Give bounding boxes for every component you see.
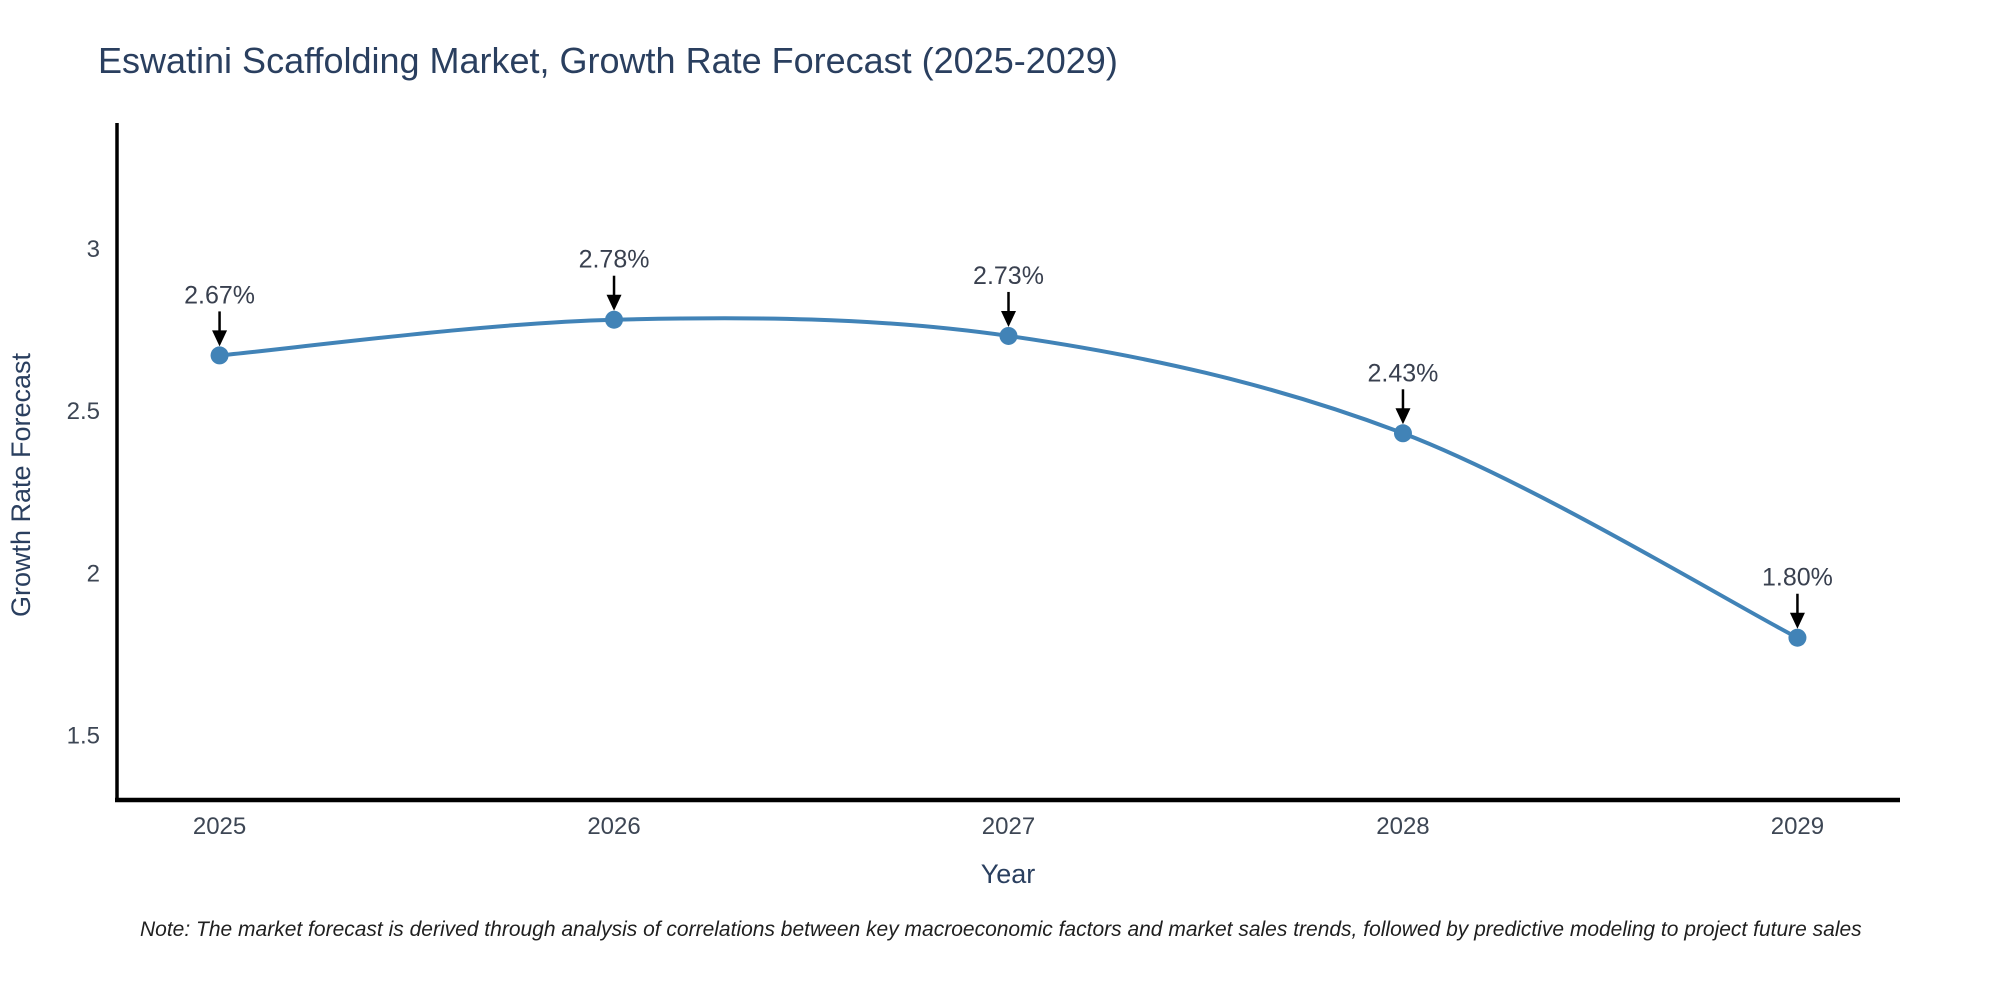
annotation-arrowhead xyxy=(212,330,228,347)
trend-line xyxy=(219,316,1799,640)
data-point-marker xyxy=(999,326,1018,345)
line-series xyxy=(210,310,1807,647)
data-point-marker xyxy=(1788,628,1807,647)
annotation-arrowhead xyxy=(606,294,622,311)
data-point-label: 2.43% xyxy=(1368,359,1439,387)
annotation-arrowhead xyxy=(1395,408,1411,425)
data-point-label: 2.73% xyxy=(973,262,1044,290)
y-tick-label: 2.5 xyxy=(67,398,100,425)
axes-layer: 1.5 2 2.5 3 2025 2026 2027 2028 2029 xyxy=(67,123,1900,840)
data-point-marker xyxy=(210,346,229,365)
y-axis-title: Growth Rate Forecast xyxy=(6,352,36,617)
data-point-marker xyxy=(1393,424,1412,443)
y-tick-label: 3 xyxy=(87,236,100,263)
annotation-arrowhead xyxy=(1001,310,1016,327)
footnote: Note: The market forecast is derived thr… xyxy=(140,918,1862,941)
data-point-label: 2.78% xyxy=(579,246,650,274)
x-tick-label: 2026 xyxy=(587,813,640,840)
annotation-layer: 2.67% 2.78% 2.73% 2.43% 1.80% xyxy=(184,246,1833,629)
data-point-label: 1.80% xyxy=(1762,564,1833,592)
x-tick-label: 2028 xyxy=(1376,813,1429,840)
data-point-label: 2.67% xyxy=(184,281,255,309)
y-tick-label: 2 xyxy=(87,560,100,587)
annotation-arrowhead xyxy=(1789,612,1805,629)
y-tick-label: 1.5 xyxy=(67,723,100,750)
x-tick-label: 2029 xyxy=(1771,813,1824,840)
x-tick-label: 2025 xyxy=(193,813,246,840)
data-point-marker xyxy=(605,310,624,329)
x-axis-title: Year xyxy=(981,859,1036,889)
chart-title: Eswatini Scaffolding Market, Growth Rate… xyxy=(98,40,1118,81)
x-tick-label: 2027 xyxy=(982,813,1035,840)
